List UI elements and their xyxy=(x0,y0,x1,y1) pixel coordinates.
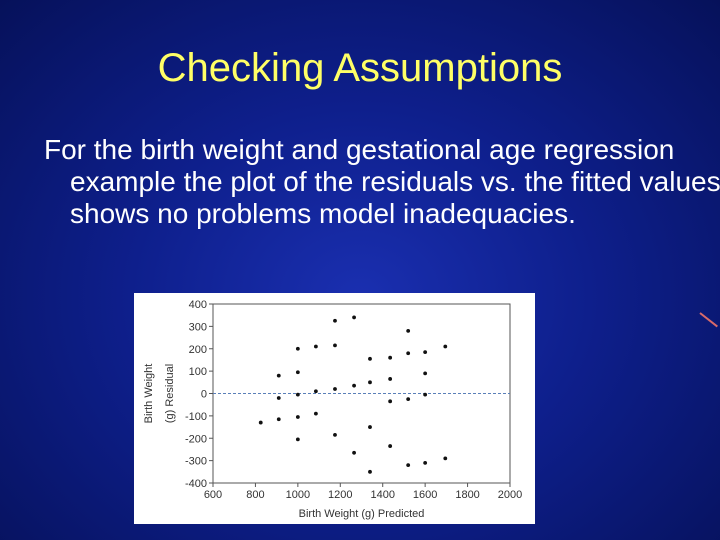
data-point xyxy=(406,397,411,401)
data-point xyxy=(258,420,263,425)
data-point xyxy=(295,415,300,419)
data-point xyxy=(295,370,300,375)
y-axis-label-line2: (g) Residual xyxy=(164,364,176,423)
data-point xyxy=(333,387,337,391)
y-tick-label: -300 xyxy=(185,456,207,468)
data-point xyxy=(406,351,411,356)
data-point xyxy=(313,344,318,349)
data-point xyxy=(443,456,448,461)
data-point xyxy=(276,396,281,400)
data-point xyxy=(388,399,393,404)
data-point xyxy=(423,460,428,465)
data-point xyxy=(368,356,372,361)
data-point xyxy=(352,315,356,320)
y-tick-label: 0 xyxy=(201,389,207,401)
x-axis-label: Birth Weight (g) Predicted xyxy=(299,508,425,520)
data-point xyxy=(406,328,411,333)
x-tick-label: 1600 xyxy=(413,489,437,501)
x-tick-label: 2000 xyxy=(498,489,522,501)
x-tick-label: 1400 xyxy=(370,489,394,501)
data-point xyxy=(368,469,372,474)
data-point xyxy=(333,432,337,437)
x-tick-label: 600 xyxy=(204,489,222,501)
data-point xyxy=(276,373,281,378)
y-axis-label-line1: Birth Weight xyxy=(143,364,155,424)
data-point xyxy=(423,371,428,376)
data-point xyxy=(313,411,318,416)
data-point xyxy=(313,389,318,394)
y-tick-label: -100 xyxy=(185,411,207,423)
x-tick-label: 1000 xyxy=(286,489,310,501)
data-point xyxy=(368,425,372,429)
data-point xyxy=(333,343,337,348)
data-point xyxy=(423,392,428,397)
y-tick-label: 400 xyxy=(189,299,207,311)
data-point xyxy=(295,437,300,442)
data-point xyxy=(368,380,372,385)
data-point xyxy=(276,417,281,422)
data-point xyxy=(295,346,300,351)
data-points xyxy=(258,315,448,474)
data-point xyxy=(352,450,356,455)
data-point xyxy=(423,350,428,355)
y-tick-label: 300 xyxy=(189,321,207,333)
x-tick-label: 1800 xyxy=(455,489,479,501)
y-tick-label: -400 xyxy=(185,478,207,490)
y-tick-label: -200 xyxy=(185,433,207,445)
data-point xyxy=(443,344,448,349)
data-point xyxy=(352,383,356,388)
data-point xyxy=(388,444,393,448)
x-tick-label: 800 xyxy=(246,489,264,501)
decorative-line xyxy=(699,312,718,328)
residual-plot-panel: 400 300 200 100 0 -100 -200 -300 -400 600 800 1000 1… xyxy=(134,293,535,524)
data-point xyxy=(295,392,300,397)
data-point xyxy=(388,355,393,360)
y-tick-label: 100 xyxy=(189,366,207,378)
data-point xyxy=(406,463,411,467)
slide-title: Checking Assumptions xyxy=(157,46,563,90)
y-tick-label: 200 xyxy=(189,344,207,356)
x-tick-label: 1200 xyxy=(328,489,352,501)
data-point xyxy=(388,377,393,381)
data-point xyxy=(333,318,337,323)
slide-body-text: For the birth weight and gestational age… xyxy=(44,134,720,229)
axis-labels: Birth Weight (g) Predicted Birth Weight (g… xyxy=(143,364,424,520)
